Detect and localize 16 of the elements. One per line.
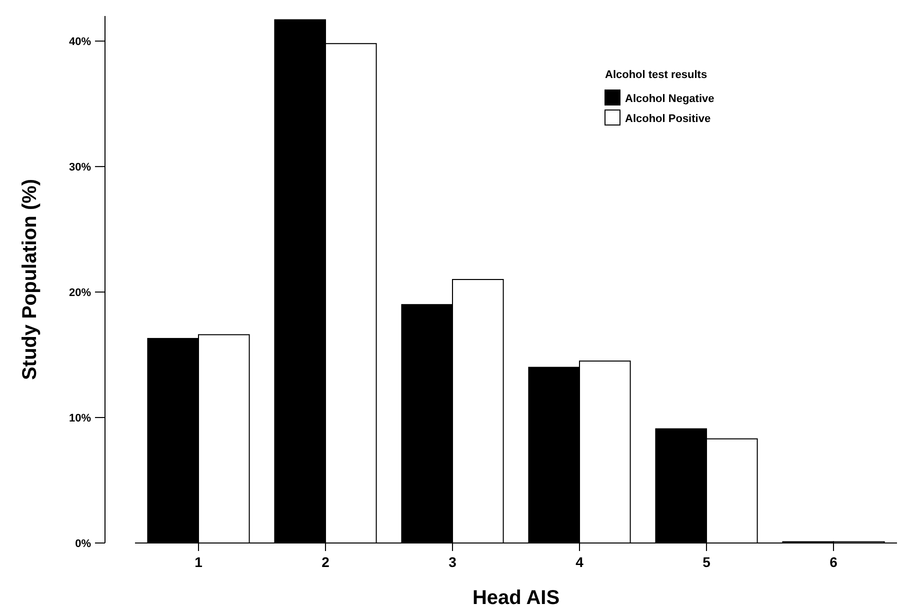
legend-label: Alcohol Positive — [625, 113, 711, 125]
x-tick-label: 2 — [322, 554, 330, 570]
y-tick-label: 10% — [68, 412, 92, 424]
y-tick-label: 20% — [68, 286, 92, 299]
y-tick-label: 0% — [75, 538, 92, 550]
y-axis-title: Study Population (%) — [19, 178, 41, 380]
y-tick-label: 30% — [68, 161, 92, 174]
x-axis-title: Head AIS — [472, 587, 560, 609]
x-tick-label: 6 — [830, 554, 838, 570]
legend-label: Alcohol Negative — [625, 93, 714, 105]
x-tick-label: 1 — [194, 554, 203, 570]
x-tick-label: 5 — [702, 554, 711, 570]
legend-title: Alcohol test results — [605, 69, 708, 81]
x-tick-label: 3 — [448, 554, 457, 570]
y-tick-label: 40% — [68, 36, 92, 48]
x-tick-label: 4 — [576, 554, 584, 570]
